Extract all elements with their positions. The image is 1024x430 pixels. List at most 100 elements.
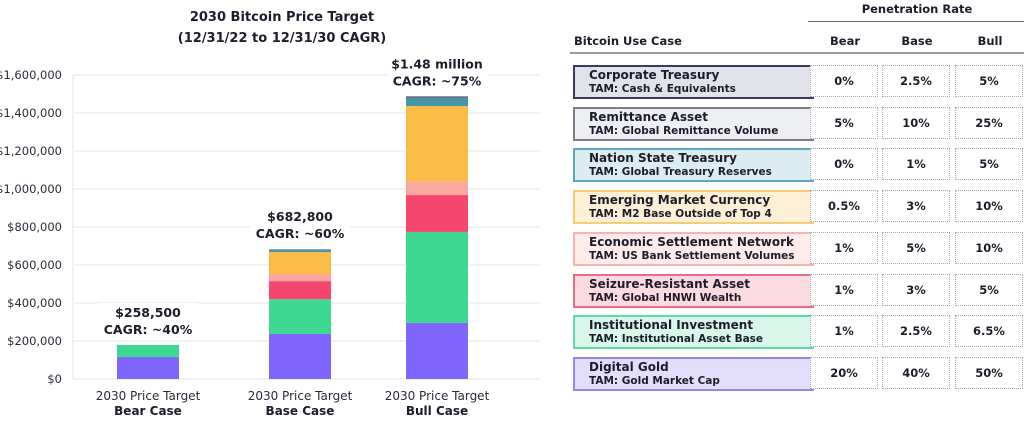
use-case-title: Corporate Treasury [589, 68, 720, 82]
penetration-cell-bear: 1% [810, 315, 878, 348]
bar-segment-nation-state-treasury [406, 97, 468, 106]
table-row: Institutional Investment TAM: Institution… [570, 315, 1024, 350]
use-case-tam: TAM: Institutional Asset Base [589, 333, 764, 346]
use-case-box: Remittance Asset TAM: Global Remittance V… [573, 106, 814, 141]
column-header-bear: Bear [830, 34, 860, 48]
y-tick-label: $600,000 [7, 258, 62, 272]
use-case-tam: TAM: Cash & Equivalents [589, 83, 736, 95]
penetration-rate-rule [808, 21, 1024, 22]
table-row: Corporate Treasury TAM: Cash & Equivalent… [570, 65, 1024, 99]
bar-segment-corporate-treasury [406, 96, 468, 98]
bar-segment-emerging-market-currency [406, 105, 468, 182]
y-tick-label: $0 [47, 372, 62, 386]
penetration-rate-table: Penetration Rate Bitcoin Use Case Bear B… [570, 0, 1024, 430]
use-case-title: Emerging Market Currency [589, 193, 771, 208]
penetration-cell-base: 5% [882, 231, 950, 264]
penetration-cell-base: 3% [882, 273, 950, 306]
penetration-cell-bear: 1% [810, 231, 878, 264]
bar-segment-institutional-investment [269, 299, 331, 334]
use-case-tam: TAM: M2 Base Outside of Top 4 [589, 208, 772, 221]
bar-price-label: $258,500 [115, 305, 181, 320]
penetration-cell-bear: 0.5% [810, 190, 878, 223]
bar-price-label: $1.48 million [391, 56, 483, 71]
penetration-cell-base: 2.5% [882, 65, 950, 97]
table-row: Emerging Market Currency TAM: M2 Base Out… [570, 190, 1024, 225]
use-case-title: Economic Settlement Network [589, 234, 795, 249]
bars [117, 96, 468, 379]
penetration-cell-bear: 1% [810, 273, 878, 306]
y-tick-label: $1,200,000 [0, 144, 62, 158]
use-case-tam: TAM: Global Treasury Reserves [589, 166, 772, 179]
bar-segment-nation-state-treasury [269, 249, 331, 253]
chart-title: 2030 Bitcoin Price Target [190, 10, 374, 25]
bar-label-background [98, 302, 198, 339]
bar-segment-economic-settlement-network [406, 181, 468, 196]
penetration-cell-bull: 6.5% [955, 315, 1023, 348]
penetration-cell-bull: 25% [955, 106, 1023, 139]
header-rule [570, 52, 1024, 54]
table-row: Economic Settlement Network TAM: US Bank … [570, 231, 1024, 266]
penetration-cell-bull: 10% [955, 231, 1023, 264]
bar-cagr-label: CAGR: ~40% [104, 322, 193, 337]
column-header-bull: Bull [977, 34, 1003, 48]
penetration-cell-bull: 5% [955, 65, 1023, 97]
bar-segment-emerging-market-currency [269, 252, 331, 274]
penetration-cell-base: 10% [882, 106, 950, 139]
x-tick-label-case: Bear Case [114, 404, 182, 418]
bar-label-background [250, 207, 350, 244]
use-case-title: Nation State Treasury [589, 151, 737, 166]
x-tick-label: 2030 Price Target [96, 389, 201, 403]
penetration-cell-base: 40% [882, 356, 950, 389]
y-tick-label: $1,000,000 [0, 182, 62, 196]
penetration-cell-bull: 5% [955, 148, 1023, 181]
bar-labels: $258,500 CAGR: ~40% $682,800 CAGR: ~60% $1.4… [98, 54, 487, 339]
use-case-tam: TAM: Global HNWI Wealth [589, 291, 742, 304]
penetration-cell-base: 1% [882, 148, 950, 181]
use-case-title: Institutional Investment [589, 318, 754, 333]
bar-label-background [387, 54, 487, 91]
bar-cagr-label: CAGR: ~60% [256, 226, 345, 241]
penetration-cell-bear: 0% [810, 148, 878, 181]
y-tick-label: $400,000 [7, 296, 62, 310]
use-case-box: Seizure-Resistant Asset TAM: Global HNWI … [573, 273, 814, 308]
bar-price-label: $682,800 [267, 209, 333, 224]
y-axis: $0 $200,000 $400,000 $600,000 $800,000 $1,000… [0, 68, 62, 386]
use-case-box: Emerging Market Currency TAM: M2 Base Out… [573, 190, 814, 225]
bar-segment-remittance-asset [269, 249, 331, 251]
use-case-box: Institutional Investment TAM: Institution… [573, 315, 814, 350]
penetration-rate-header: Penetration Rate [861, 2, 973, 16]
use-case-box: Nation State Treasury TAM: Global Treasur… [573, 148, 814, 183]
bar-segment-digital-gold [117, 356, 179, 379]
y-tick-label: $800,000 [7, 220, 62, 234]
use-case-header: Bitcoin Use Case [574, 34, 682, 48]
bar-segment-digital-gold [406, 322, 468, 379]
chart-subtitle: (12/31/22 to 12/31/30 CAGR) [178, 31, 386, 46]
table-row: Digital Gold TAM: Gold Market Cap 20% 40% 50… [570, 356, 1024, 391]
penetration-cell-base: 3% [882, 190, 950, 223]
use-case-box: Digital Gold TAM: Gold Market Cap [573, 356, 814, 391]
bar-segment-seizure-resistant-asset [406, 195, 468, 232]
y-tick-label: $200,000 [7, 334, 62, 348]
table-row: Nation State Treasury TAM: Global Treasur… [570, 148, 1024, 183]
penetration-cell-bear: 5% [810, 106, 878, 139]
bar-segment-institutional-investment [406, 231, 468, 323]
penetration-cell-base: 2.5% [882, 315, 950, 348]
table-row: Remittance Asset TAM: Global Remittance V… [570, 106, 1024, 141]
use-case-title: Seizure-Resistant Asset [589, 276, 750, 291]
use-case-tam: TAM: US Bank Settlement Volumes [589, 249, 795, 262]
table-row: Seizure-Resistant Asset TAM: Global HNWI … [570, 273, 1024, 308]
penetration-cell-bear: 20% [810, 356, 878, 389]
use-case-box: Corporate Treasury TAM: Cash & Equivalent… [573, 65, 814, 99]
penetration-cell-bull: 50% [955, 356, 1023, 389]
use-case-tam: TAM: Global Remittance Volume [589, 124, 779, 137]
x-tick-label-case: Bull Case [406, 404, 468, 418]
y-tick-label: $1,400,000 [0, 106, 62, 120]
price-target-chart: 2030 Bitcoin Price Target (12/31/22 to 1… [0, 10, 540, 418]
bar-segment-remittance-asset [406, 97, 468, 99]
penetration-cell-bear: 0% [810, 65, 878, 97]
bar-segment-digital-gold [269, 333, 331, 379]
y-tick-label: $1,600,000 [0, 68, 62, 82]
x-tick-label: 2030 Price Target [248, 389, 353, 403]
bar-segment-institutional-investment [117, 344, 179, 357]
